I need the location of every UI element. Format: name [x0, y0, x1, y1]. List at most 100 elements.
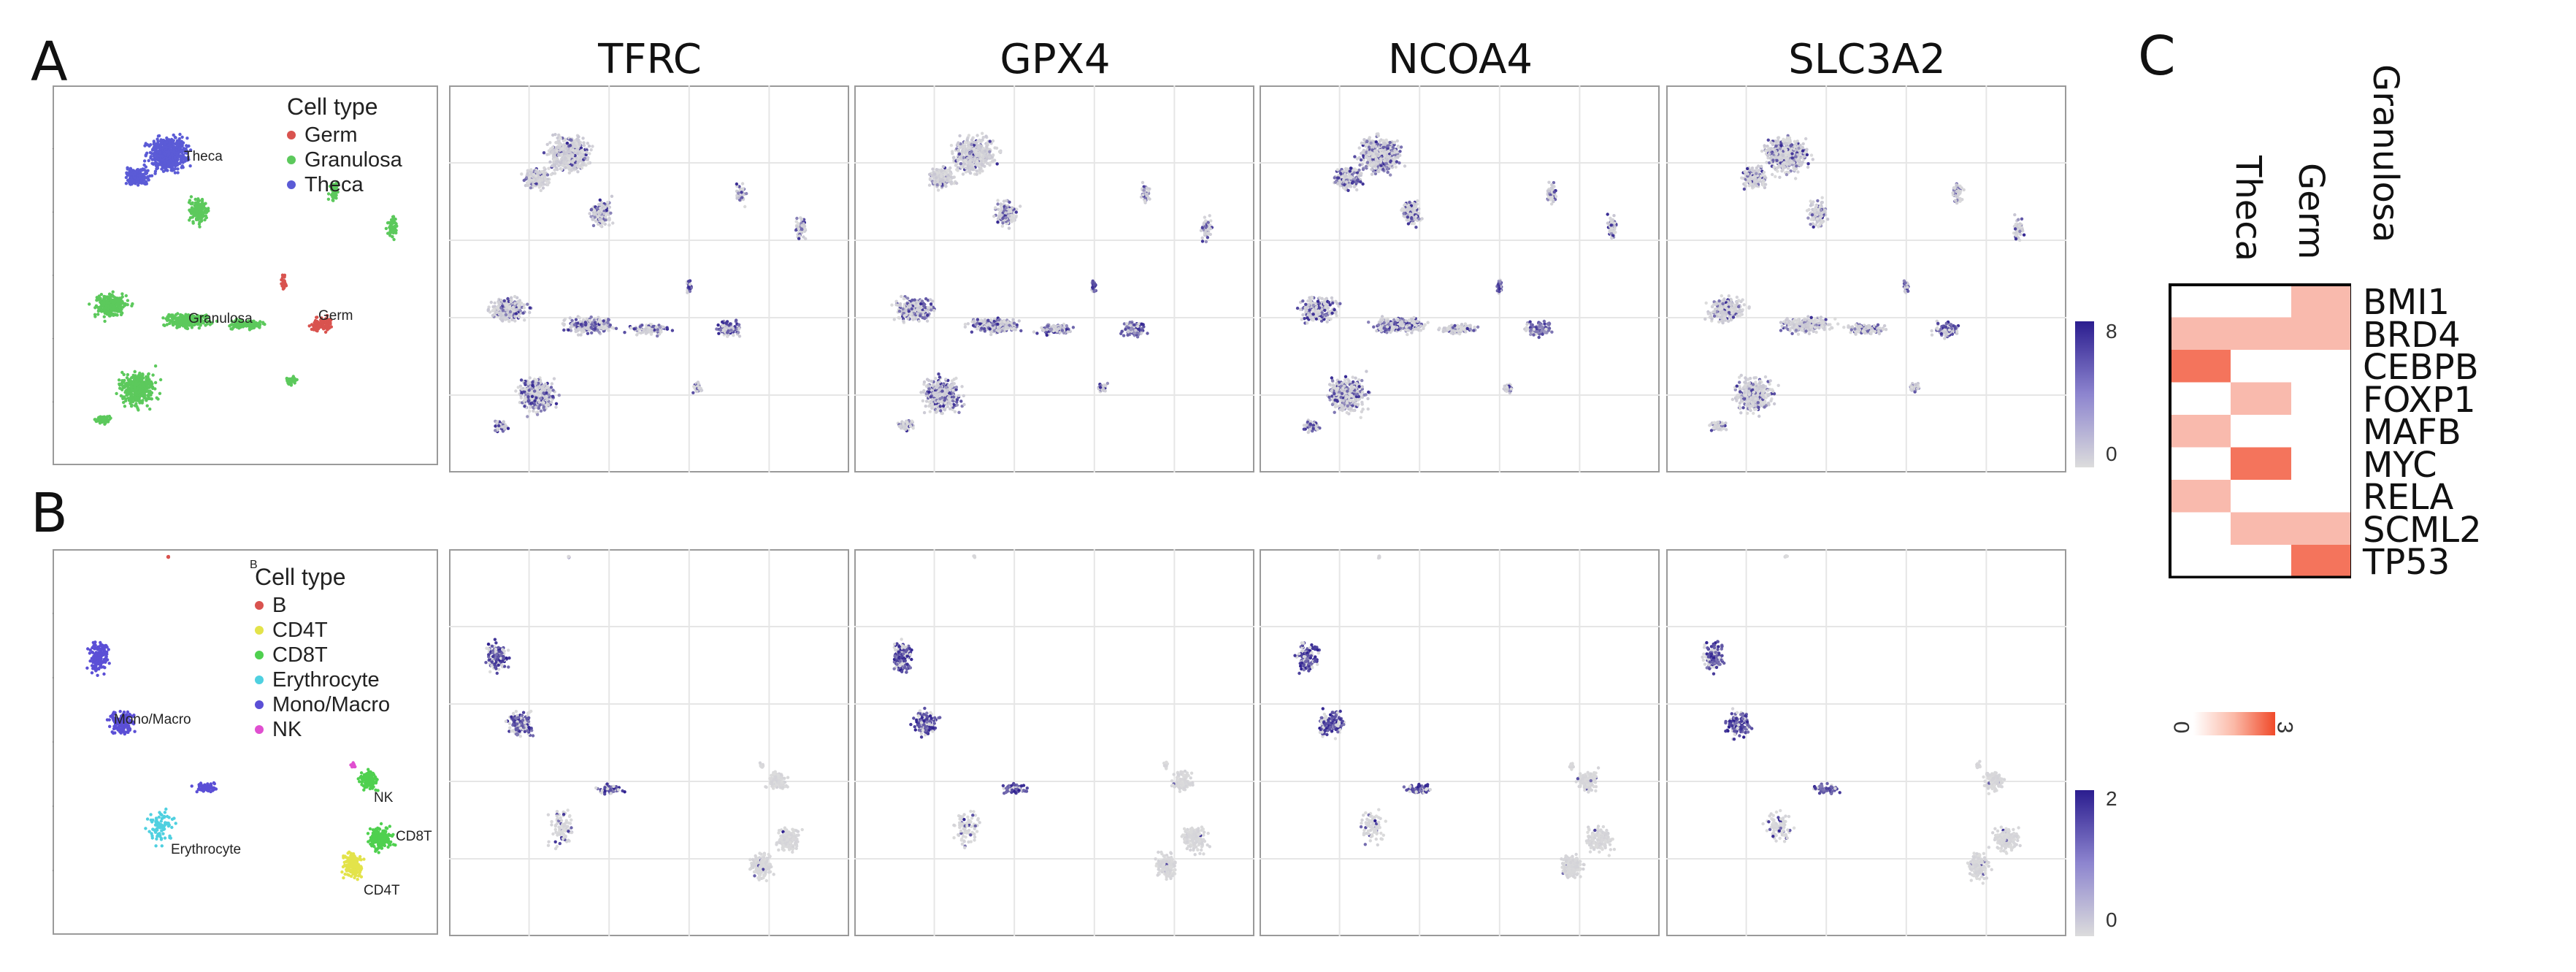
- heatmap-cell-scml2-granulosa: [2291, 512, 2351, 545]
- feature-plot-a-slc3a2: [1666, 85, 2066, 472]
- legend-a: Cell type Germ Granulosa Theca: [287, 95, 402, 197]
- plot-frame: [1666, 85, 2066, 472]
- legend-b-b-dot: [255, 601, 264, 610]
- heatmap-cell-myc-granulosa: [2291, 447, 2351, 480]
- cluster-label-nk: NK: [374, 790, 394, 805]
- heatmap-cell-bmi1-granulosa: [2291, 285, 2351, 318]
- heatmap-row-label-mafb: MAFB: [2363, 412, 2461, 453]
- cell-points: [85, 554, 397, 881]
- color-scale-b: [2075, 790, 2094, 936]
- heatmap-row-label-tp53: TP53: [2363, 542, 2450, 583]
- feature-plot-b-ncoa4: [1260, 549, 1660, 936]
- legend-a-granulosa-label: Granulosa: [304, 148, 402, 172]
- heatmap-cell-tp53-germ: [2231, 545, 2291, 578]
- heatmap-cell-rela-granulosa: [2291, 480, 2351, 513]
- heatmap-cell-brd4-granulosa: [2291, 317, 2351, 350]
- cell-points: [1295, 132, 1618, 435]
- color-scale-a: [2075, 321, 2094, 467]
- legend-b-title: Cell type: [255, 564, 346, 590]
- feature-plot-a-gpx4-svg: [854, 85, 1254, 472]
- heatmap-cell-scml2-theca: [2170, 512, 2231, 545]
- feature-plot-b-gpx4: [854, 549, 1254, 936]
- heatmap-cell-tp53-theca: [2170, 545, 2231, 578]
- heatmap-cell-tp53-granulosa: [2291, 545, 2351, 578]
- umap-celltype-a: [53, 85, 438, 465]
- legend-b-cd4t: CD4T: [255, 618, 390, 643]
- legend-a-theca-dot: [287, 180, 296, 189]
- feature-plot-b-tfrc: [449, 549, 849, 936]
- heatmap-row-label-myc: MYC: [2363, 444, 2437, 486]
- feature-plot-a-ncoa4: [1260, 85, 1660, 472]
- cell-points: [486, 133, 808, 434]
- gene-title-ncoa4: NCOA4: [1387, 36, 1533, 83]
- feature-plot-b-ncoa4-svg: [1260, 549, 1660, 936]
- legend-b-b: B: [255, 593, 390, 618]
- heatmap-cell-cebpb-germ: [2231, 350, 2291, 383]
- legend-b-cd8t-label: CD8T: [272, 643, 328, 667]
- heatmap-scale-min: 0: [2169, 721, 2193, 734]
- heatmap-row-label-bmi1: BMI1: [2363, 282, 2450, 323]
- legend-a-theca: Theca: [287, 172, 402, 197]
- heatmap-row-label-foxp1: FOXP1: [2363, 379, 2476, 421]
- feature-plot-a-slc3a2-svg: [1666, 85, 2066, 472]
- cell-points: [1703, 134, 2026, 432]
- heatmap-col-label-theca: Theca: [2228, 156, 2269, 262]
- heatmap-cell-mafb-germ: [2231, 415, 2291, 448]
- umap-celltype-a-svg: [53, 85, 438, 465]
- legend-a-granulosa-dot: [287, 156, 296, 164]
- panel-label-a: A: [31, 31, 68, 93]
- legend-b-erythrocyte-label: Erythrocyte: [272, 667, 380, 692]
- heatmap-cell-rela-germ: [2231, 480, 2291, 513]
- legend-b: Cell type B CD4T CD8T Erythrocyte Mono/M…: [255, 565, 390, 742]
- legend-a-germ-dot: [287, 131, 296, 139]
- heatmap-cell-myc-theca: [2170, 447, 2231, 480]
- heatmap-cell-myc-germ: [2231, 447, 2291, 480]
- cell-points: [1701, 554, 2022, 885]
- legend-b-cd4t-label: CD4T: [272, 618, 328, 642]
- color-scale-a-min: 0: [2106, 443, 2117, 465]
- panel-label-b: B: [31, 482, 68, 545]
- heatmap-cell-mafb-granulosa: [2291, 415, 2351, 448]
- feature-plot-a-tfrc: [449, 85, 849, 472]
- heatmap-cell-cebpb-granulosa: [2291, 350, 2351, 383]
- legend-b-erythrocyte: Erythrocyte: [255, 667, 390, 692]
- plot-frame: [53, 85, 438, 465]
- panel-label-c: C: [2138, 25, 2176, 88]
- feature-plot-a-ncoa4-svg: [1260, 85, 1660, 472]
- cluster-label-granulosa: Granulosa: [188, 311, 253, 326]
- legend-b-b-label: B: [272, 593, 287, 617]
- feature-plot-b-tfrc-svg: [449, 549, 849, 936]
- cluster-label-cd8t: CD8T: [396, 829, 432, 844]
- heatmap-scale-bar: [2193, 712, 2275, 735]
- feature-plot-b-gpx4-svg: [854, 549, 1254, 936]
- heatmap-cell-brd4-germ: [2231, 317, 2291, 350]
- heatmap-grid: [2169, 283, 2351, 578]
- cluster-label-cd4t: CD4T: [364, 883, 400, 898]
- heatmap-cell-foxp1-germ: [2231, 382, 2291, 415]
- cluster-label-b: B: [250, 559, 258, 571]
- legend-a-germ: Germ: [287, 123, 402, 148]
- legend-a-title: Cell type: [287, 93, 378, 120]
- cluster-label-theca: Theca: [184, 149, 223, 164]
- legend-b-monomacro-label: Mono/Macro: [272, 692, 391, 716]
- heatmap-cell-bmi1-theca: [2170, 285, 2231, 318]
- feature-plot-a-gpx4: [854, 85, 1254, 472]
- cell-points: [1293, 554, 1617, 879]
- heatmap-cell-cebpb-theca: [2170, 350, 2231, 383]
- feature-plot-b-slc3a2-svg: [1666, 549, 2066, 936]
- gene-title-gpx4: GPX4: [1000, 36, 1111, 83]
- legend-b-monomacro-dot: [255, 700, 264, 709]
- color-scale-a-max: 8: [2106, 320, 2117, 343]
- plot-frame: [854, 85, 1254, 472]
- cell-points: [88, 132, 399, 426]
- heatmap-cell-bmi1-germ: [2231, 285, 2291, 318]
- plot-frame: [1260, 549, 1660, 936]
- heatmap-row-label-brd4: BRD4: [2363, 314, 2461, 356]
- legend-b-nk: NK: [255, 717, 390, 742]
- gene-title-tfrc: TFRC: [598, 36, 702, 83]
- cluster-label-erythrocyte: Erythrocyte: [171, 842, 242, 857]
- legend-b-nk-dot: [255, 725, 264, 734]
- legend-b-cd8t-dot: [255, 651, 264, 659]
- cell-points: [892, 554, 1211, 881]
- cluster-label-monomacro: Mono/Macro: [114, 712, 191, 727]
